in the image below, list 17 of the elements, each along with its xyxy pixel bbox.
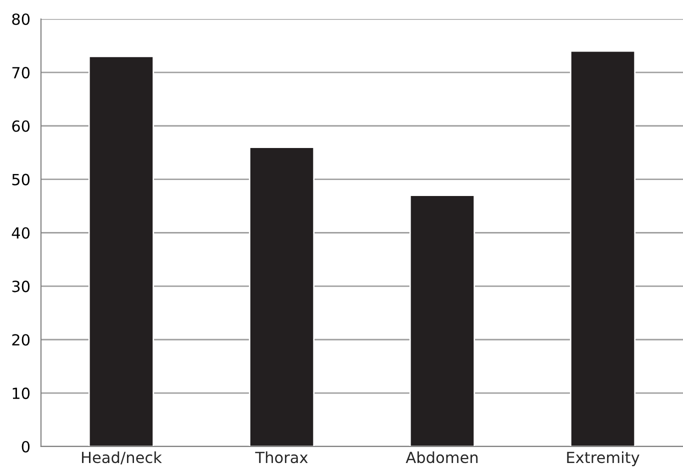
- y-tick-label: 20: [12, 334, 30, 346]
- y-tick-label: 40: [12, 227, 30, 239]
- bar: [409, 194, 476, 446]
- bar: [248, 146, 315, 446]
- y-tick-label: 80: [12, 13, 30, 26]
- x-tick-label: Head/neck: [82, 451, 162, 464]
- x-tick-label: Thorax: [255, 451, 308, 464]
- y-tick-label: 60: [12, 120, 30, 132]
- y-tick-label: 10: [12, 388, 30, 400]
- bar: [88, 56, 154, 446]
- y-tick-label: 30: [12, 280, 30, 292]
- y-tick-label: 70: [12, 66, 30, 78]
- y-tick-label: 50: [12, 174, 30, 186]
- x-tick-label: Abdomen: [406, 451, 478, 464]
- bar: [570, 50, 636, 446]
- x-tick-label: Extremity: [567, 451, 640, 466]
- y-tick-label: 0: [22, 440, 30, 453]
